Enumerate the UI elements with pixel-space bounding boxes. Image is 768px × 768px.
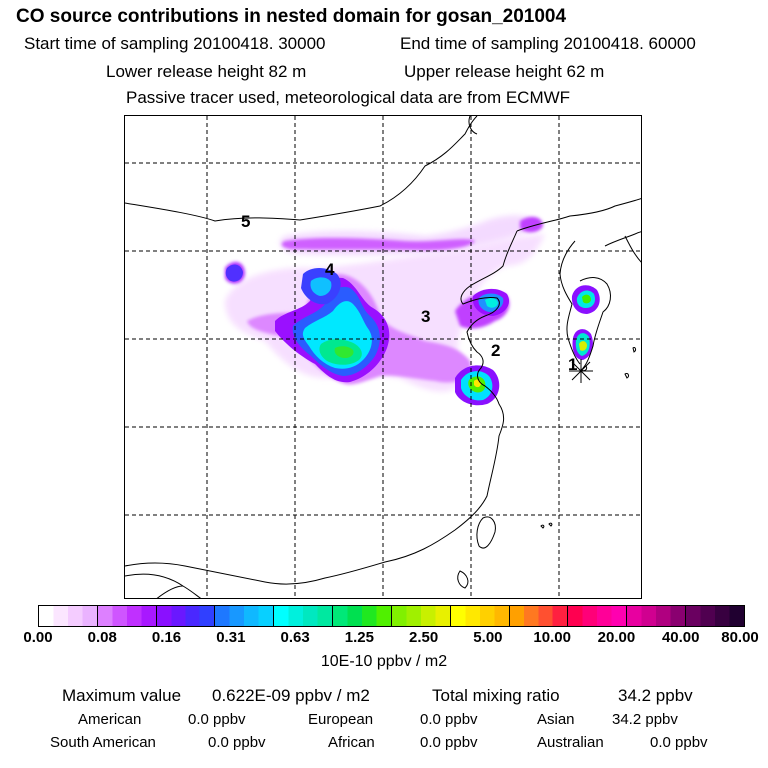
- colorbar-segment: [390, 606, 450, 626]
- total-mixing-value: 34.2 ppbv: [618, 686, 693, 705]
- colorbar-segment: [155, 606, 215, 626]
- colorbar-segment: [96, 606, 156, 626]
- colorbar-segment: [273, 606, 333, 626]
- region-value-south-american: 0.0 ppbv: [208, 734, 266, 751]
- colorbar-segment: [214, 606, 274, 626]
- colorbar-units: 10E-10 ppbv / m2: [320, 653, 448, 670]
- region-label-4: 4: [325, 260, 335, 279]
- map-canvas: [125, 116, 641, 598]
- colorbar-tick-label: 40.00: [661, 629, 700, 646]
- max-value: 0.622E-09 ppbv / m2: [212, 686, 370, 705]
- plume-core: [334, 346, 354, 358]
- region-name-african: African: [328, 734, 375, 751]
- colorbar-tick-label: 1.25: [344, 629, 374, 646]
- colorbar: [38, 605, 745, 627]
- region-value-african: 0.0 ppbv: [420, 734, 478, 751]
- upper-release-height: Upper release height 62 m: [404, 62, 605, 81]
- colorbar-tick-label: 5.00: [473, 629, 503, 646]
- plume-violet-band: [281, 237, 475, 251]
- region-label-3: 3: [421, 307, 431, 326]
- receptor-marker: [569, 359, 593, 383]
- colorbar-segment: [567, 606, 627, 626]
- colorbar-tick-label: 0.63: [280, 629, 310, 646]
- max-value-label: Maximum value: [62, 686, 182, 705]
- plume-west-blob: [225, 264, 243, 282]
- region-name-european: European: [308, 711, 374, 728]
- colorbar-tick-label: 0.00: [23, 629, 53, 646]
- colorbar-ticks: 0.00 0.08 0.16 0.31 0.63 1.25 2.50 5.00 10.00 20.…: [0, 629, 768, 649]
- tracer-note: Passive tracer used, meteorological data…: [126, 88, 571, 107]
- lower-release-height: Lower release height 82 m: [106, 62, 307, 81]
- hotspot-korea-north-green: [582, 294, 591, 304]
- colorbar-tick-label: 10.00: [533, 629, 571, 646]
- colorbar-tick-label: 80.00: [721, 629, 759, 646]
- start-time: Start time of sampling 20100418. 30000: [24, 34, 326, 53]
- region-name-asian: Asian: [537, 711, 575, 728]
- end-time: End time of sampling 20100418. 60000: [400, 34, 696, 53]
- region-label-2: 2: [491, 341, 501, 360]
- grid-lines: [125, 116, 641, 598]
- hotspot-korea-south-yellow: [579, 341, 587, 351]
- plume-north-cyan: [310, 277, 332, 296]
- colorbar-tick-label: 2.50: [409, 629, 439, 646]
- colorbar-tick-label: 20.00: [597, 629, 636, 646]
- colorbar-segment: [508, 606, 568, 626]
- region-name-australian: Australian: [537, 734, 604, 751]
- colorbar-tick-label: 0.16: [151, 629, 182, 646]
- source-contribution-map: 5 4 3 2 1: [124, 115, 642, 599]
- colorbar-tick-label: 0.31: [216, 629, 246, 646]
- region-name-south-american: South American: [50, 734, 156, 751]
- colorbar-segment: [685, 606, 744, 626]
- region-value-european: 0.0 ppbv: [420, 711, 478, 728]
- colorbar-segment: [332, 606, 391, 626]
- region-value-australian: 0.0 ppbv: [650, 734, 708, 751]
- colorbar-segment: [39, 606, 97, 626]
- region-label-1: 1: [568, 355, 578, 374]
- colorbar-segment: [626, 606, 686, 626]
- region-value-asian: 34.2 ppbv: [612, 711, 678, 728]
- colorbar-segment: [449, 606, 509, 626]
- region-label-5: 5: [241, 212, 251, 231]
- coastlines-borders: [125, 116, 641, 598]
- concentration-field: [225, 215, 600, 406]
- hotspot-3-cyan: [485, 297, 498, 308]
- region-name-american: American: [78, 711, 142, 728]
- region-value-american: 0.0 ppbv: [188, 711, 246, 728]
- colorbar-tick-label: 0.08: [87, 629, 117, 646]
- total-mixing-label: Total mixing ratio: [432, 686, 560, 705]
- plot-title: CO source contributions in nested domain…: [16, 6, 567, 27]
